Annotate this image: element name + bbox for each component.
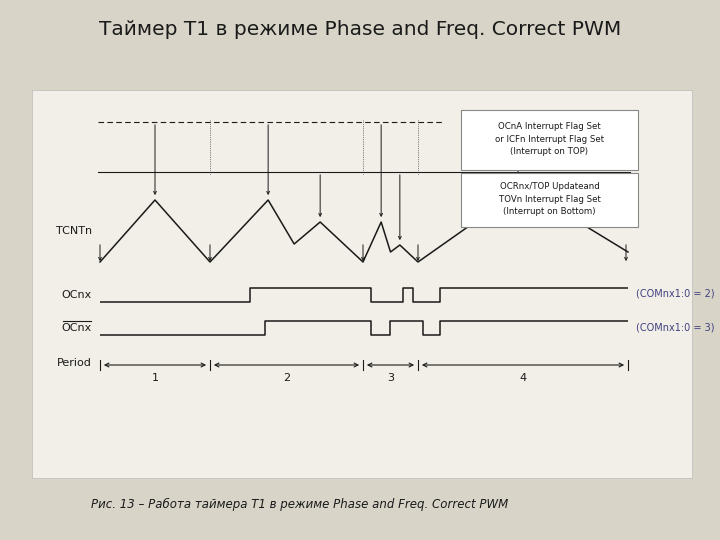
- Text: 1: 1: [151, 373, 158, 383]
- FancyBboxPatch shape: [32, 90, 692, 478]
- FancyBboxPatch shape: [461, 110, 638, 170]
- Text: OCnx: OCnx: [62, 323, 92, 333]
- Text: Рис. 13 – Работа таймера Т1 в режиме Phase and Freq. Correct PWM: Рис. 13 – Работа таймера Т1 в режиме Pha…: [91, 497, 508, 510]
- Text: OCnA Interrupt Flag Set
or ICFn Interrupt Flag Set
(Interrupt on TOP): OCnA Interrupt Flag Set or ICFn Interrup…: [495, 122, 604, 156]
- FancyBboxPatch shape: [461, 173, 638, 227]
- Text: TCNTn: TCNTn: [56, 226, 92, 236]
- Text: OCRnx/TOP Updateand
TOVn Interrupt Flag Set
(Interrupt on Bottom): OCRnx/TOP Updateand TOVn Interrupt Flag …: [498, 182, 600, 216]
- Text: 2: 2: [283, 373, 290, 383]
- Text: 4: 4: [519, 373, 526, 383]
- Text: OCnx: OCnx: [62, 290, 92, 300]
- Text: Period: Period: [57, 358, 92, 368]
- Text: (COMnx1:0 = 2): (COMnx1:0 = 2): [636, 289, 715, 299]
- Text: (COMnx1:0 = 3): (COMnx1:0 = 3): [636, 322, 714, 332]
- Text: Таймер Т1 в режиме Phase and Freq. Correct PWM: Таймер Т1 в режиме Phase and Freq. Corre…: [99, 20, 621, 39]
- Text: 3: 3: [387, 373, 394, 383]
